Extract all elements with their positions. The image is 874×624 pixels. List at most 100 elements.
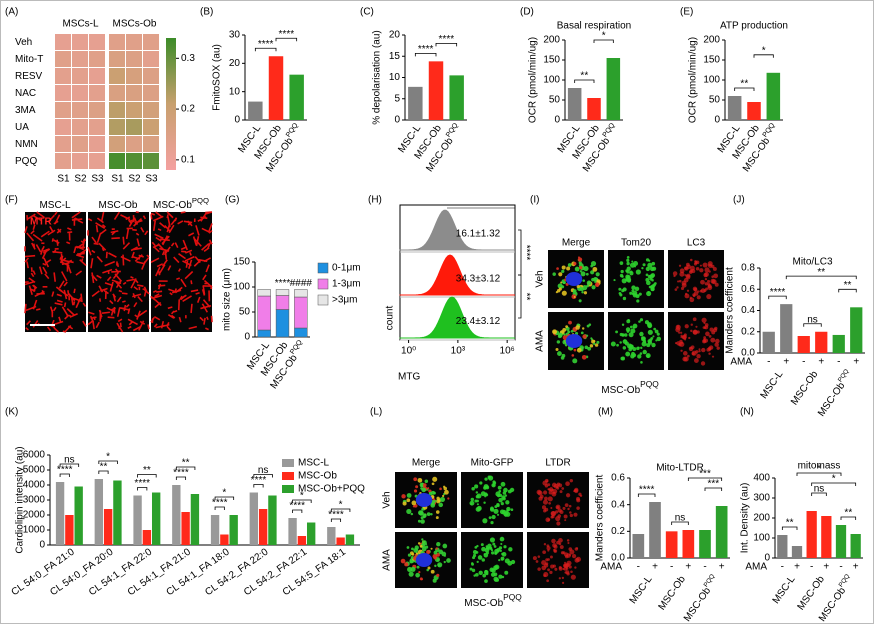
bar bbox=[327, 527, 336, 545]
signal-dot bbox=[636, 299, 640, 303]
signal-dot bbox=[628, 347, 633, 352]
signal-dot bbox=[500, 542, 503, 545]
row-label: RESV bbox=[15, 71, 43, 82]
signal-dot bbox=[543, 574, 547, 577]
signal-dot bbox=[433, 556, 437, 560]
significance-bracket bbox=[330, 508, 351, 512]
signal-dot bbox=[506, 506, 511, 512]
signal-dot bbox=[706, 293, 712, 300]
mito-signal bbox=[63, 289, 68, 300]
mito-signal bbox=[142, 215, 147, 220]
signal-dot bbox=[594, 343, 599, 347]
signal-dot bbox=[592, 266, 598, 272]
mito-signal bbox=[180, 246, 187, 251]
signal-dot bbox=[410, 555, 414, 560]
signal-dot bbox=[650, 337, 654, 340]
mito-signal bbox=[60, 271, 68, 282]
significance-bracket bbox=[518, 274, 522, 319]
signal-dot bbox=[420, 519, 425, 524]
signal-dot bbox=[581, 354, 587, 360]
mito-signal bbox=[91, 290, 100, 297]
signal-dot bbox=[591, 277, 595, 282]
y-tick-label: 100 bbox=[233, 282, 250, 293]
mito-signal bbox=[180, 294, 187, 300]
signal-dot bbox=[567, 541, 570, 545]
signal-dot bbox=[579, 270, 582, 273]
bar bbox=[835, 525, 847, 558]
signal-dot bbox=[618, 292, 622, 295]
mito-signal bbox=[28, 285, 33, 295]
signal-dot bbox=[557, 514, 562, 518]
mito-signal bbox=[155, 211, 163, 218]
mito-signal bbox=[193, 259, 201, 267]
signal-dot bbox=[437, 562, 443, 568]
y-axis-label: Int. Density (au) bbox=[740, 483, 751, 554]
signal-dot bbox=[574, 488, 579, 494]
mito-signal bbox=[63, 281, 68, 287]
signal-dot bbox=[613, 279, 616, 282]
signal-dot bbox=[501, 552, 507, 557]
treatment: - bbox=[703, 562, 706, 573]
heat-cell bbox=[89, 102, 105, 118]
signal-dot bbox=[560, 551, 565, 555]
mito-signal bbox=[54, 302, 63, 306]
y-tick-label: 0 bbox=[234, 115, 240, 126]
mito-signal bbox=[182, 295, 192, 302]
significance-bracket bbox=[214, 496, 235, 500]
signal-dot bbox=[687, 354, 690, 358]
y-tick-label: 5 bbox=[394, 93, 400, 104]
signal-dot bbox=[492, 542, 496, 546]
heat-cell bbox=[126, 34, 142, 50]
significance-bracket bbox=[254, 47, 277, 52]
significance-label: ns bbox=[814, 484, 825, 495]
signal-dot bbox=[684, 324, 689, 329]
bar bbox=[449, 75, 464, 120]
caption: MSC-ObPQQ bbox=[464, 592, 522, 608]
signal-dot bbox=[481, 558, 485, 562]
signal-dot bbox=[567, 507, 570, 511]
signal-dot bbox=[426, 512, 431, 516]
y-tick-label: 0.4 bbox=[741, 305, 755, 316]
mito-signal bbox=[61, 261, 70, 266]
mito-signal bbox=[75, 254, 85, 259]
mito-signal bbox=[167, 306, 173, 310]
signal-dot bbox=[543, 509, 547, 513]
mito-signal bbox=[159, 247, 170, 252]
mito-signal bbox=[133, 286, 139, 291]
signal-dot bbox=[565, 325, 569, 329]
bar bbox=[408, 86, 423, 120]
heat-cell bbox=[89, 68, 105, 84]
signal-dot bbox=[418, 570, 421, 574]
y-tick-label: 15 bbox=[389, 51, 401, 62]
significance-bracket bbox=[637, 493, 656, 497]
mito-signal bbox=[122, 281, 127, 285]
bar bbox=[797, 336, 810, 353]
signal-dot bbox=[552, 543, 557, 548]
signal-dot bbox=[651, 342, 656, 348]
signal-dot bbox=[588, 323, 592, 326]
significance-label: **** bbox=[57, 465, 73, 476]
bar bbox=[103, 509, 113, 545]
signal-dot bbox=[585, 272, 589, 276]
bar bbox=[220, 534, 229, 545]
signal-dot bbox=[417, 477, 423, 483]
mito-signal bbox=[100, 287, 108, 292]
signal-dot bbox=[630, 328, 636, 334]
heat-cell bbox=[55, 136, 71, 152]
mito-signal bbox=[161, 259, 168, 267]
heat-cell bbox=[89, 136, 105, 152]
signal-dot bbox=[650, 287, 655, 292]
signal-dot bbox=[696, 330, 700, 334]
treatment-label: AMA bbox=[600, 562, 622, 573]
mito-signal bbox=[32, 299, 38, 310]
mito-signal bbox=[203, 257, 211, 263]
significance-label: **** bbox=[439, 34, 455, 45]
signal-dot bbox=[561, 285, 565, 289]
bar bbox=[142, 530, 152, 545]
signal-dot bbox=[542, 499, 549, 505]
mito-signal bbox=[195, 225, 200, 236]
signal-dot bbox=[443, 560, 446, 564]
signal-dot bbox=[546, 546, 551, 551]
mito-signal bbox=[122, 254, 125, 266]
signal-dot bbox=[568, 565, 572, 569]
